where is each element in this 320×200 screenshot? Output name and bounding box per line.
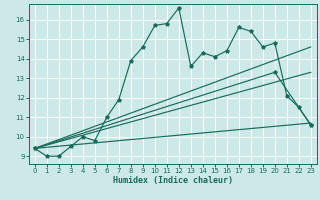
X-axis label: Humidex (Indice chaleur): Humidex (Indice chaleur) bbox=[113, 176, 233, 185]
